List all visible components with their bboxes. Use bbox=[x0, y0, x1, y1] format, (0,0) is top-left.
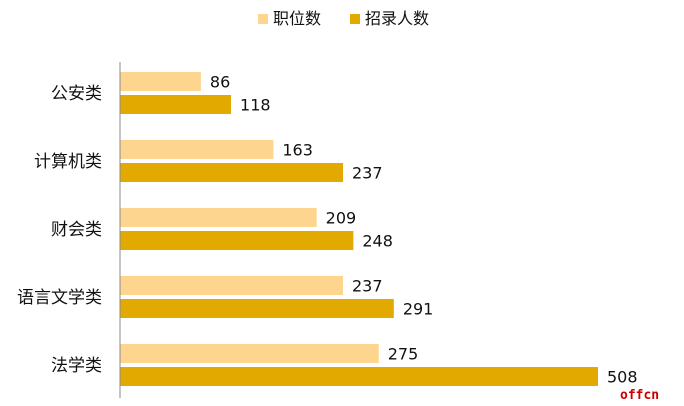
watermark-text: offcn bbox=[620, 388, 659, 403]
bar-hires bbox=[120, 367, 598, 386]
category-label: 计算机类 bbox=[34, 152, 102, 172]
bar-hires bbox=[120, 163, 344, 182]
data-label: 275 bbox=[388, 345, 419, 364]
data-label: 508 bbox=[607, 368, 638, 387]
data-label: 291 bbox=[403, 300, 434, 319]
legend-label-1: 职位数 bbox=[273, 9, 321, 28]
category-label: 语言文学类 bbox=[17, 288, 102, 308]
bar-hires bbox=[120, 95, 232, 114]
data-label: 248 bbox=[362, 232, 393, 251]
category-label: 公安类 bbox=[51, 84, 102, 104]
bar-positions bbox=[120, 140, 274, 159]
data-labels: 86 118 163 237 209 248 237 291 275 508 bbox=[210, 73, 638, 387]
legend-label-2: 招录人数 bbox=[365, 9, 429, 28]
data-label: 237 bbox=[352, 164, 383, 183]
legend: 职位数 招录人数 bbox=[258, 9, 429, 28]
data-label: 86 bbox=[210, 73, 230, 92]
data-label: 163 bbox=[282, 141, 313, 160]
bar-positions bbox=[120, 344, 379, 363]
bars-group bbox=[120, 72, 598, 386]
category-label: 法学类 bbox=[51, 356, 102, 376]
bar-positions bbox=[120, 208, 317, 227]
bar-positions bbox=[120, 72, 201, 91]
bar-positions bbox=[120, 276, 344, 295]
data-label: 209 bbox=[326, 209, 357, 228]
legend-swatch-1 bbox=[258, 14, 268, 24]
category-label: 财会类 bbox=[51, 220, 102, 240]
legend-swatch-2 bbox=[350, 14, 360, 24]
data-label: 237 bbox=[352, 277, 383, 296]
bar-hires bbox=[120, 299, 394, 318]
bar-hires bbox=[120, 231, 354, 250]
data-label: 118 bbox=[240, 96, 271, 115]
